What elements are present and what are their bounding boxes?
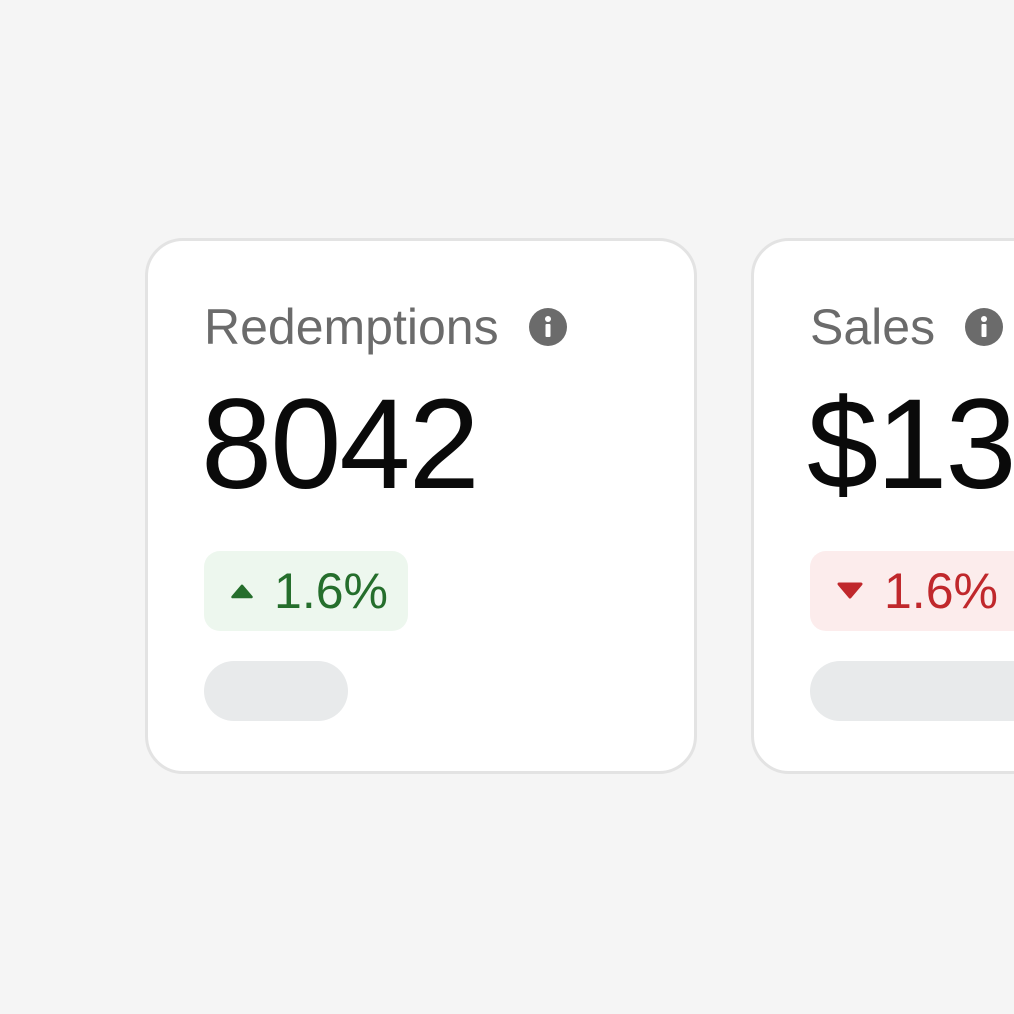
arrow-down-icon	[837, 582, 863, 599]
card-header: Redemptions	[204, 299, 567, 355]
change-value: 1.6%	[274, 563, 388, 619]
change-value: 1.6%	[884, 563, 998, 619]
card-header: Sales	[810, 299, 1004, 355]
metric-value: 8042	[201, 373, 480, 516]
card-title: Sales	[810, 299, 936, 355]
loading-placeholder	[810, 661, 1014, 721]
change-badge: 1.6%	[810, 551, 1014, 631]
card-title: Redemptions	[204, 299, 499, 355]
info-icon[interactable]	[528, 308, 567, 346]
metric-value: $13,	[807, 373, 1014, 516]
loading-placeholder	[204, 661, 348, 721]
change-badge: 1.6%	[204, 551, 408, 631]
redemptions-card: Redemptions 8042 1.6%	[145, 238, 697, 774]
arrow-up-icon	[231, 584, 253, 599]
info-icon[interactable]	[965, 308, 1004, 346]
sales-card: Sales $13, 1.6%	[751, 238, 1014, 774]
